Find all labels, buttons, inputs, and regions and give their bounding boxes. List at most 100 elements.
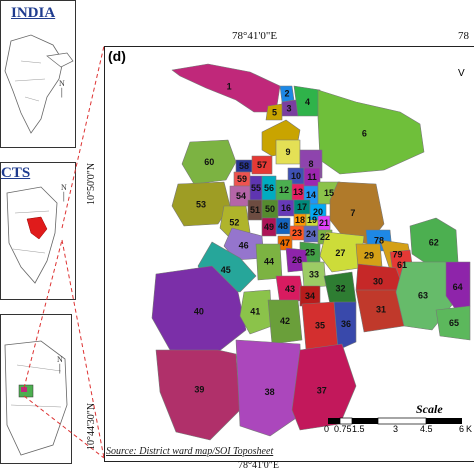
ward-42 — [267, 299, 303, 345]
ward-label-35: 35 — [315, 321, 325, 331]
ward-36 — [333, 301, 357, 351]
top-coordinate-label: 78°41'0"E — [232, 30, 278, 42]
scale-tick-0: 0 — [324, 424, 330, 434]
ward-label-45: 45 — [221, 265, 231, 275]
ward-label-42: 42 — [280, 316, 290, 326]
ward-27 — [319, 231, 365, 273]
ward-label-1: 1 — [227, 82, 232, 92]
ward-label-24: 24 — [306, 229, 316, 239]
scale-tick-3: 3 — [393, 424, 399, 434]
ward-label-20: 20 — [313, 207, 323, 217]
ward-label-41: 41 — [250, 307, 260, 317]
ward-49 — [261, 217, 277, 237]
ward-label-37: 37 — [317, 386, 327, 396]
ward-label-79: 79 — [392, 250, 402, 260]
inset-districts-title: CTS — [1, 165, 31, 181]
ward-label-49: 49 — [264, 222, 274, 232]
ward-label-54: 54 — [236, 191, 246, 201]
bottom-coordinate-label: 78°41'0"E — [238, 460, 279, 471]
ward-label-11: 11 — [307, 172, 317, 182]
ward-label-34: 34 — [305, 291, 315, 301]
ward-label-55: 55 — [251, 183, 261, 193]
ward-label-61: 61 — [397, 260, 407, 270]
ward-label-47: 47 — [280, 238, 290, 248]
ward-65 — [435, 305, 471, 341]
scale-tick-1: 0.75 — [334, 424, 352, 434]
ward-label-7: 7 — [350, 208, 355, 218]
ward-39 — [155, 349, 241, 441]
ward-label-63: 63 — [418, 290, 428, 300]
ward-label-51: 51 — [250, 205, 260, 215]
ward-label-46: 46 — [239, 241, 249, 251]
ward-6 — [317, 89, 425, 175]
ward-label-14: 14 — [306, 190, 316, 200]
ward-29 — [355, 243, 383, 269]
ward-label-44: 44 — [264, 257, 274, 267]
ward-label-59: 59 — [237, 174, 247, 184]
ward-label-9: 9 — [285, 147, 290, 157]
ward-label-27: 27 — [335, 248, 345, 258]
north-arrow-icon-main: V — [458, 68, 465, 79]
ward-label-30: 30 — [373, 277, 383, 287]
ward-label-4: 4 — [305, 97, 310, 107]
ward-label-21: 21 — [319, 218, 329, 228]
ward-53 — [171, 181, 231, 227]
ward-label-19: 19 — [307, 215, 317, 225]
ward-label-53: 53 — [196, 200, 206, 210]
ward-label-48: 48 — [278, 221, 288, 231]
ward-label-16: 16 — [281, 203, 291, 213]
ward-label-12: 12 — [279, 185, 289, 195]
ward-label-17: 17 — [297, 202, 307, 212]
ward-1 — [171, 63, 281, 113]
ward-label-33: 33 — [309, 270, 319, 280]
ward-label-26: 26 — [292, 255, 302, 265]
ward-label-65: 65 — [449, 318, 459, 328]
ward-label-38: 38 — [265, 387, 275, 397]
ward-label-32: 32 — [335, 284, 345, 294]
ward-label-6: 6 — [362, 129, 367, 139]
scale-unit: K — [466, 424, 473, 434]
ward-label-78: 78 — [374, 236, 384, 246]
ward-5 — [265, 103, 283, 121]
ward-label-58: 58 — [239, 161, 249, 171]
ward-57 — [251, 155, 273, 175]
ward-label-2: 2 — [284, 89, 289, 99]
ward-label-18: 18 — [295, 215, 305, 225]
scale-tick-4: 4.5 — [420, 424, 433, 434]
ward-46 — [223, 227, 265, 261]
ward-label-25: 25 — [305, 248, 315, 258]
ward-38 — [235, 339, 303, 437]
ward-label-39: 39 — [194, 385, 204, 395]
ward-label-13: 13 — [293, 187, 303, 197]
ward-label-3: 3 — [286, 104, 291, 114]
top-coordinate-label-right: 78 — [458, 30, 469, 42]
ward-label-56: 56 — [264, 183, 274, 193]
ward-label-36: 36 — [341, 319, 351, 329]
ward-label-50: 50 — [265, 204, 275, 214]
ward-label-8: 8 — [308, 159, 313, 169]
inset-india-title: INDIA — [11, 5, 56, 21]
ward-label-64: 64 — [453, 282, 463, 292]
panel-label: (d) — [108, 48, 126, 64]
scale-tick-2: 1.5 — [352, 424, 365, 434]
source-caption: Source: District ward map/SOI Toposheet — [106, 446, 274, 457]
ward-60 — [181, 139, 237, 185]
ward-label-23: 23 — [292, 228, 302, 238]
ward-label-10: 10 — [291, 171, 301, 181]
ward-label-31: 31 — [376, 305, 386, 315]
ward-41 — [239, 289, 273, 335]
ward-label-43: 43 — [285, 284, 295, 294]
scale-tick-5: 6 — [459, 424, 465, 434]
scale-title: Scale — [416, 402, 443, 416]
ward-label-57: 57 — [257, 160, 267, 170]
ward-label-60: 60 — [204, 157, 214, 167]
ward-40 — [151, 265, 247, 353]
ward-label-52: 52 — [229, 217, 239, 227]
ward-label-62: 62 — [429, 238, 439, 248]
ward-label-15: 15 — [324, 188, 334, 198]
ward-label-5: 5 — [272, 108, 277, 118]
ward-label-22: 22 — [320, 232, 330, 242]
ward-label-40: 40 — [194, 307, 204, 317]
ward-label-29: 29 — [364, 251, 374, 261]
